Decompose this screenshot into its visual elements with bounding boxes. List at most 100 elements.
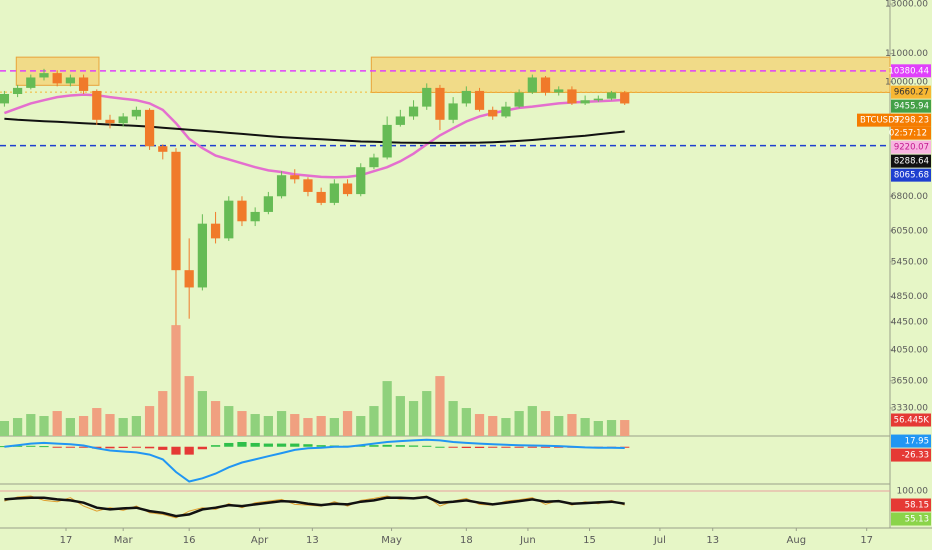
volume-bar xyxy=(105,414,115,436)
candle-body xyxy=(593,98,603,101)
volume-bar xyxy=(501,418,511,436)
volume-bar xyxy=(276,411,287,436)
volume-bar xyxy=(408,401,419,436)
candle-body xyxy=(131,109,142,117)
macd-histogram xyxy=(144,446,155,449)
y-tick-label: 10000.00 xyxy=(885,77,928,87)
macd-histogram xyxy=(540,446,551,448)
candle-body xyxy=(224,200,234,239)
price-badge-text: 9455.94 xyxy=(894,102,929,112)
volume-bar xyxy=(184,376,194,436)
volume-bar xyxy=(197,391,207,436)
macd-histogram xyxy=(303,444,313,447)
candle-body xyxy=(78,77,89,91)
candle-body xyxy=(171,151,181,271)
candle-body xyxy=(606,92,617,99)
volume-bar xyxy=(382,381,392,436)
candle-body xyxy=(12,87,23,94)
volume-bar xyxy=(461,408,471,436)
macd-histogram xyxy=(224,442,234,447)
volume-bar xyxy=(158,391,168,436)
volume-bar xyxy=(554,416,564,436)
candle-body xyxy=(118,116,128,124)
x-tick-label: 16 xyxy=(183,535,196,546)
macd-histogram xyxy=(105,446,115,449)
x-tick-label: 17 xyxy=(60,535,73,546)
candle-body xyxy=(435,87,445,120)
x-tick-label: Mar xyxy=(114,535,134,546)
y-tick-label: 4050.00 xyxy=(891,345,928,355)
macd-histogram xyxy=(382,444,392,447)
x-tick-label: Jul xyxy=(653,535,666,546)
candle-body xyxy=(329,183,339,203)
macd-histogram xyxy=(39,446,49,448)
oscillator-badge-text: 58.15 xyxy=(905,501,929,511)
candle-body xyxy=(52,73,62,84)
candle-body xyxy=(263,196,273,212)
volume-bar xyxy=(52,411,62,436)
macd-histogram xyxy=(527,446,537,448)
oscillator-tick-label: 100.00 xyxy=(897,487,929,497)
volume-bar xyxy=(316,416,326,436)
volume-bar xyxy=(606,420,617,436)
macd-histogram xyxy=(237,442,247,447)
volume-bar xyxy=(250,414,260,436)
volume-bar xyxy=(65,418,76,436)
macd-histogram xyxy=(501,446,511,448)
volume-bar xyxy=(26,414,36,436)
candle-body xyxy=(39,73,49,78)
macd-histogram xyxy=(158,446,168,450)
volume-bar xyxy=(356,416,366,436)
candle-body xyxy=(474,90,485,110)
macd-histogram xyxy=(435,446,445,448)
macd-histogram xyxy=(448,446,458,448)
candle-body xyxy=(448,103,458,120)
candle-body xyxy=(105,119,115,124)
price-badge-bg xyxy=(891,168,931,182)
candle-body xyxy=(422,87,432,107)
zone xyxy=(370,56,891,93)
macd-histogram xyxy=(171,446,181,455)
candle-body xyxy=(382,124,392,158)
countdown-bg xyxy=(891,126,931,140)
countdown-text: 02:57:12 xyxy=(889,129,927,139)
price-badge-bg xyxy=(891,140,931,154)
candle-body xyxy=(620,92,630,104)
volume-bar xyxy=(514,411,524,436)
candle-body xyxy=(356,167,366,195)
volume-bar xyxy=(422,391,432,436)
candle-body xyxy=(184,270,194,288)
candle-body xyxy=(514,92,524,107)
macd-badge-bg xyxy=(891,448,931,462)
macd-histogram xyxy=(474,446,485,448)
candle-body xyxy=(554,89,564,93)
macd-histogram xyxy=(488,446,498,448)
price-badge-text: 9660.27 xyxy=(894,88,929,98)
macd-histogram xyxy=(316,445,326,447)
plot-layer xyxy=(0,56,891,436)
price-badge-bg xyxy=(891,85,931,99)
candle-body xyxy=(276,175,287,197)
volume-bar xyxy=(540,411,551,436)
x-tick-label: 15 xyxy=(583,535,596,546)
volume-bar xyxy=(369,406,379,436)
candle-body xyxy=(144,109,155,147)
volume-bar xyxy=(263,416,273,436)
macd-histogram xyxy=(131,446,142,448)
volume-bar xyxy=(144,406,155,436)
volume-bar xyxy=(131,416,142,436)
candle-body xyxy=(369,157,379,168)
candle-body xyxy=(316,191,326,203)
candle-body xyxy=(540,77,551,93)
y-tick-label: 3650.00 xyxy=(891,376,928,386)
candle-body xyxy=(395,116,405,125)
macd-badge-text: -26.33 xyxy=(902,451,929,461)
volume-bar xyxy=(435,376,445,436)
volume-bar xyxy=(580,418,590,436)
candle-body xyxy=(567,89,577,104)
candle-body xyxy=(197,223,207,288)
price-badge: 8065.68 xyxy=(891,168,931,182)
macd-histogram xyxy=(197,446,207,450)
macd-histogram xyxy=(184,446,194,455)
volume-bar xyxy=(92,408,102,436)
